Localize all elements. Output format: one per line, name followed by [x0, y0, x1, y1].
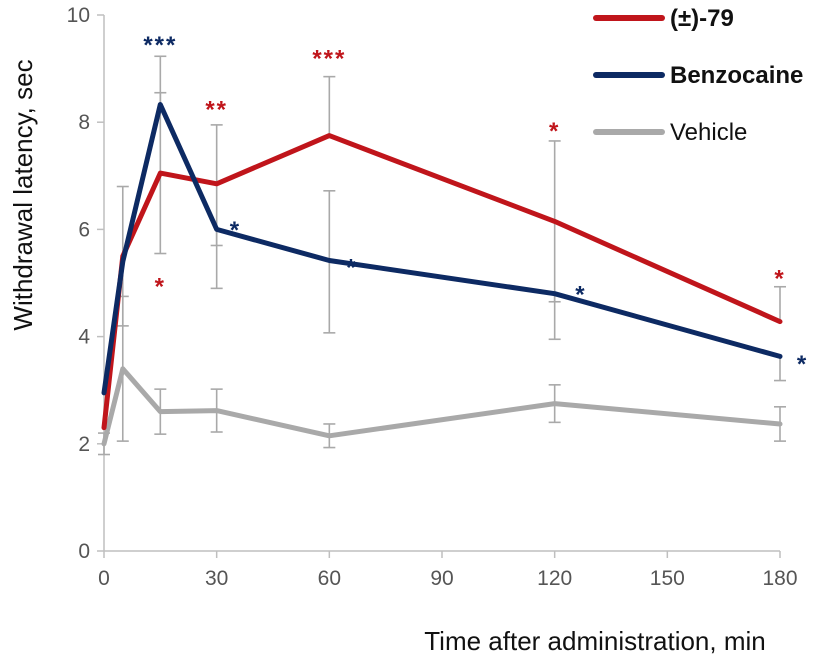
x-tick-label: 30: [205, 567, 228, 590]
x-tick-label: 90: [430, 567, 453, 590]
legend-label: (±)-79: [670, 5, 734, 32]
significance-marker: ***: [312, 46, 346, 73]
y-tick-label: 8: [78, 111, 90, 134]
y-tick-label: 2: [78, 433, 90, 456]
x-tick-label: 180: [762, 567, 797, 590]
significance-marker: **: [205, 96, 228, 123]
significance-marker: *: [230, 217, 241, 244]
x-tick-label: 150: [650, 567, 685, 590]
axes: 0 2 4 6 8 10 0 30 60 90 120 150 180: [67, 4, 798, 590]
x-tick-label: 0: [98, 567, 110, 590]
significance-marker: *: [575, 281, 586, 308]
error-bars: [98, 55, 786, 456]
series-line-vehicle: [101, 366, 783, 447]
y-axis-title: Withdrawal latency, sec: [8, 59, 38, 330]
significance-marker: *: [346, 255, 357, 282]
y-tick-label: 6: [78, 218, 90, 241]
series-lines: [101, 102, 783, 447]
x-tick-label: 60: [318, 567, 341, 590]
significance-marker: *: [797, 351, 808, 378]
significance-marker: *: [155, 273, 166, 300]
y-tick-label: 0: [78, 540, 90, 563]
significance-marker: *: [774, 265, 785, 292]
significance-annotations: ***************: [143, 32, 808, 378]
significance-marker: ***: [143, 32, 177, 59]
legend-label: Vehicle: [670, 119, 747, 146]
x-tick-label: 120: [537, 567, 572, 590]
x-axis-title: Time after administration, min: [424, 626, 765, 656]
y-tick-label: 10: [67, 4, 90, 27]
legend: (±)-79 Benzocaine Vehicle: [593, 5, 803, 146]
y-tick-label: 4: [78, 326, 90, 349]
legend-label: Benzocaine: [670, 62, 803, 89]
series-line-79: [101, 133, 783, 431]
series-line-benzocaine: [101, 102, 783, 396]
significance-marker: *: [549, 118, 560, 145]
